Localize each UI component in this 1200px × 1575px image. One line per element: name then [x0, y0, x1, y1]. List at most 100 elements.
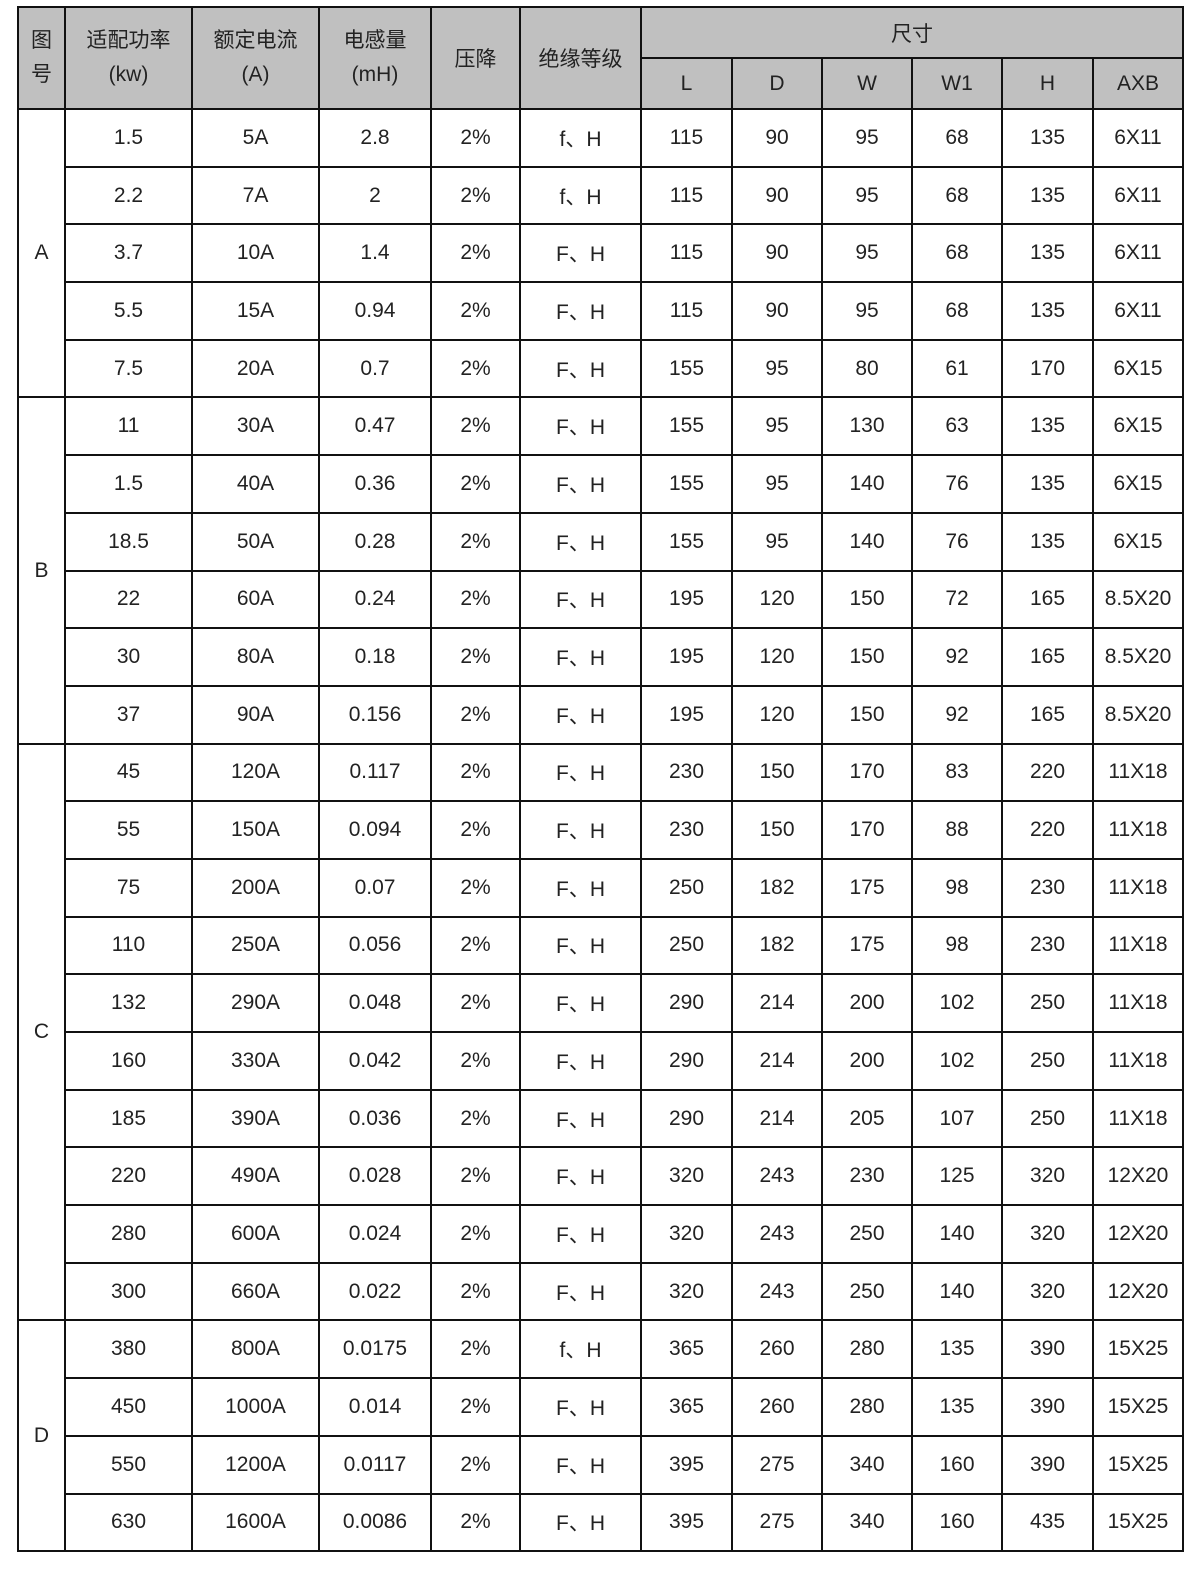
header-inductance-unit: (mH) [351, 63, 399, 86]
table-row: 18.5 50A 0.28 2% F、H 155 95 140 76 135 6X15 [18, 511, 1184, 572]
cell-dim-w: 80 [821, 338, 913, 399]
header-dim-l: L [640, 57, 733, 110]
cell-power: 45 [64, 742, 193, 803]
cell-dim-l: 395 [640, 1492, 733, 1553]
cell-power: 55 [64, 800, 193, 860]
cell-dim-axb: 6X15 [1092, 396, 1184, 457]
header-dim-w1: W1 [911, 57, 1003, 110]
cell-dim-w: 280 [821, 1319, 913, 1380]
cell-power: 185 [64, 1088, 193, 1149]
cell-insulation: F、H [519, 627, 642, 687]
cell-current: 290A [191, 973, 320, 1033]
cell-dim-w: 130 [821, 396, 913, 457]
cell-voltage-drop: 2% [430, 1261, 521, 1322]
table-row: 630 1600A 0.0086 2% F、H 395 275 340 160 435 15X25 [18, 1492, 1184, 1553]
cell-dim-axb: 11X18 [1092, 742, 1184, 803]
cell-dim-l: 155 [640, 454, 733, 514]
cell-dim-d: 120 [731, 569, 823, 630]
cell-dim-w1: 68 [911, 108, 1003, 168]
cell-dim-l: 115 [640, 108, 733, 168]
table-row: 132 290A 0.048 2% F、H 290 214 200 102 250 11X18 [18, 973, 1184, 1033]
cell-current: 660A [191, 1261, 320, 1322]
cell-dim-w: 230 [821, 1146, 913, 1207]
cell-dim-d: 90 [731, 165, 823, 226]
table-row: B 11 30A 0.47 2% F、H 155 95 130 63 135 6X15 [17, 396, 1184, 745]
cell-dim-axb: 6X11 [1092, 108, 1184, 168]
cell-dim-l: 290 [640, 1031, 733, 1091]
header-current-unit: (A) [241, 63, 270, 86]
table-row: 75 200A 0.07 2% F、H 250 182 175 98 230 11X18 [18, 857, 1184, 918]
cell-dim-w: 95 [821, 223, 913, 284]
table-row: D 380 800A 0.0175 2% f、H 365 260 280 135 390 15X25 [17, 1319, 1184, 1553]
cell-dim-w1: 102 [911, 973, 1003, 1033]
cell-inductance: 0.036 [318, 1088, 432, 1149]
cell-dim-axb: 15X25 [1092, 1434, 1184, 1495]
cell-current: 7A [191, 165, 320, 226]
cell-dim-w1: 76 [911, 511, 1003, 572]
cell-power: 550 [64, 1434, 193, 1495]
cell-dim-axb: 11X18 [1092, 857, 1184, 918]
header-inductance: 电感量 (mH) [318, 6, 432, 110]
cell-inductance: 0.47 [318, 396, 432, 457]
cell-current: 1000A [191, 1377, 320, 1437]
cell-dim-axb: 6X15 [1092, 338, 1184, 399]
group-label: D [17, 1319, 66, 1553]
cell-insulation: F、H [519, 857, 642, 918]
cell-dim-l: 115 [640, 281, 733, 341]
cell-dim-d: 95 [731, 396, 823, 457]
table-row: 110 250A 0.056 2% F、H 250 182 175 98 230 11X18 [18, 915, 1184, 976]
cell-dim-h: 390 [1001, 1319, 1094, 1380]
cell-dim-h: 435 [1001, 1492, 1094, 1553]
cell-current: 800A [191, 1319, 320, 1380]
cell-dim-l: 230 [640, 742, 733, 803]
cell-current: 1200A [191, 1434, 320, 1495]
cell-dim-axb: 6X15 [1092, 454, 1184, 514]
cell-dim-d: 243 [731, 1204, 823, 1264]
cell-inductance: 0.94 [318, 281, 432, 341]
cell-dim-l: 250 [640, 915, 733, 976]
group-label: B [17, 396, 66, 745]
cell-dim-axb: 8.5X20 [1092, 569, 1184, 630]
cell-insulation: F、H [519, 973, 642, 1033]
cell-dim-d: 95 [731, 454, 823, 514]
cell-voltage-drop: 2% [430, 1204, 521, 1264]
reactor-spec-table: 图号 适配功率 (kw) 额定电流 (A) 电感量 (mH) 压降 绝缘等级 尺寸 L… [17, 6, 1184, 1553]
table-row: 300 660A 0.022 2% F、H 320 243 250 140 320 12X20 [18, 1261, 1184, 1322]
cell-dim-h: 135 [1001, 511, 1094, 572]
table-row: 220 490A 0.028 2% F、H 320 243 230 125 320 12X20 [18, 1146, 1184, 1207]
cell-dim-l: 395 [640, 1434, 733, 1495]
cell-dim-w1: 140 [911, 1204, 1003, 1264]
header-insulation: 绝缘等级 [519, 6, 642, 110]
cell-dim-w: 280 [821, 1377, 913, 1437]
cell-dim-w: 140 [821, 454, 913, 514]
cell-voltage-drop: 2% [430, 800, 521, 860]
cell-inductance: 1.4 [318, 223, 432, 284]
cell-current: 50A [191, 511, 320, 572]
table-row: C 45 120A 0.117 2% F、H 230 150 170 83 220 11X18 [17, 742, 1184, 1322]
cell-insulation: F、H [519, 1434, 642, 1495]
cell-inductance: 0.24 [318, 569, 432, 630]
cell-current: 600A [191, 1204, 320, 1264]
cell-dim-l: 155 [640, 338, 733, 399]
cell-dim-h: 135 [1001, 281, 1094, 341]
cell-insulation: F、H [519, 569, 642, 630]
cell-dim-w1: 83 [911, 742, 1003, 803]
cell-power: 1.5 [64, 454, 193, 514]
cell-inductance: 0.0086 [318, 1492, 432, 1553]
cell-dim-axb: 15X25 [1092, 1377, 1184, 1437]
cell-power: 220 [64, 1146, 193, 1207]
cell-voltage-drop: 2% [430, 1434, 521, 1495]
header-power: 适配功率 (kw) [64, 6, 193, 110]
cell-dim-axb: 6X11 [1092, 165, 1184, 226]
table-header: 图号 适配功率 (kw) 额定电流 (A) 电感量 (mH) 压降 绝缘等级 尺寸 L… [17, 6, 1184, 110]
cell-voltage-drop: 2% [430, 1492, 521, 1553]
cell-dim-w1: 68 [911, 281, 1003, 341]
cell-dim-w: 95 [821, 108, 913, 168]
cell-power: 11 [64, 396, 193, 457]
cell-dim-h: 135 [1001, 223, 1094, 284]
cell-dim-w: 250 [821, 1261, 913, 1322]
table-row: 5.5 15A 0.94 2% F、H 115 90 95 68 135 6X11 [18, 281, 1184, 341]
cell-dim-w1: 68 [911, 165, 1003, 226]
cell-dim-h: 320 [1001, 1204, 1094, 1264]
cell-current: 250A [191, 915, 320, 976]
